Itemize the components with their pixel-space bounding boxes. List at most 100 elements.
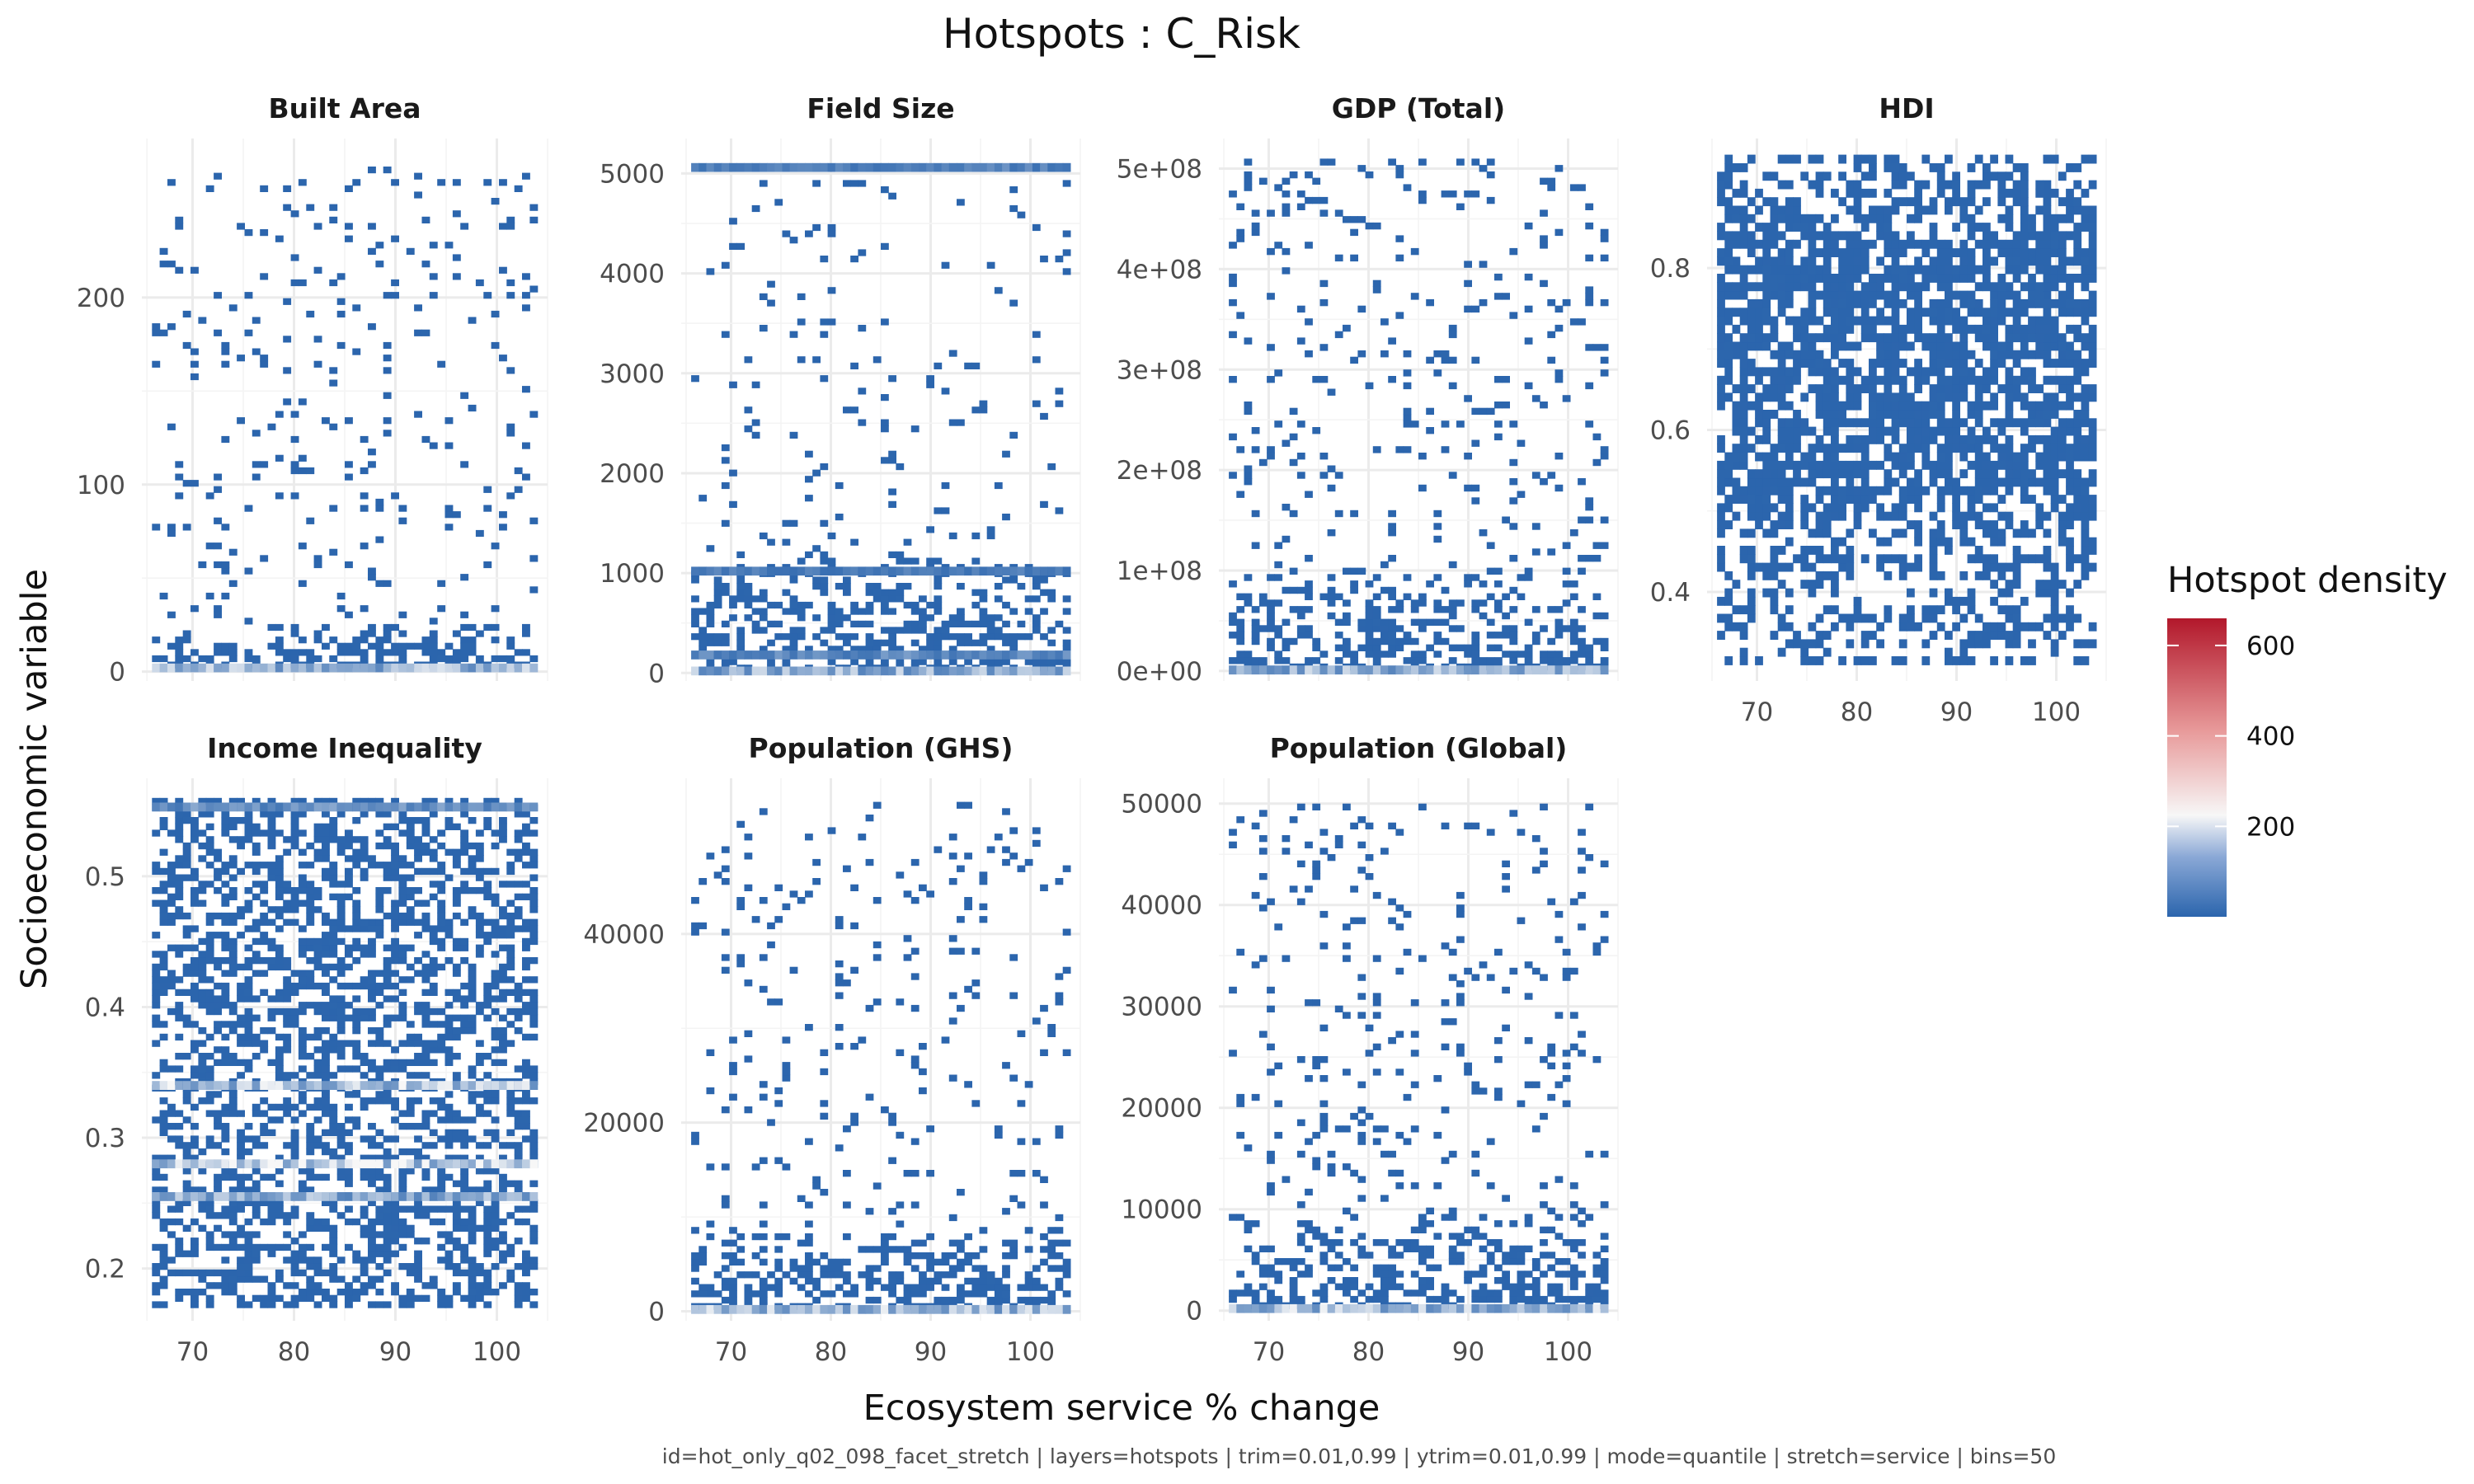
heatmap-cell (252, 1159, 261, 1169)
heatmap-cell (345, 855, 353, 862)
heatmap-cell (1494, 657, 1503, 665)
heatmap-cell (782, 658, 791, 665)
heatmap-cell (1876, 341, 1884, 351)
heatmap-cell (444, 511, 454, 519)
heatmap-cell (1732, 265, 1741, 275)
heatmap-cell (283, 336, 292, 343)
heatmap-cell (881, 658, 889, 665)
heatmap-cell (1739, 384, 1748, 393)
heatmap-cell (1898, 282, 1907, 292)
heatmap-cell (858, 162, 867, 172)
heatmap-cell (721, 331, 730, 338)
heatmap-cell (322, 1224, 330, 1232)
heatmap-cell (850, 646, 858, 653)
heatmap-cell (1578, 555, 1586, 562)
heatmap-cell (159, 1218, 168, 1226)
heatmap-cell (214, 957, 222, 965)
heatmap-cell (2020, 256, 2029, 266)
heatmap-cell (1717, 528, 1725, 538)
heatmap-cell (421, 329, 430, 336)
heatmap-cell (290, 817, 299, 824)
heatmap-cell (283, 1072, 292, 1079)
heatmap-cell (1838, 511, 1846, 521)
heatmap-cell (1793, 316, 1801, 326)
heatmap-cell (1569, 318, 1578, 326)
heatmap-cell (1967, 605, 1976, 615)
heatmap-cell (812, 545, 821, 552)
heatmap-cell (1002, 162, 1010, 172)
heatmap-cell (2050, 622, 2059, 632)
heatmap-cell (1952, 656, 1960, 665)
heatmap-cell (1898, 239, 1907, 249)
heatmap-cell (237, 906, 245, 913)
heatmap-cell (1959, 571, 1968, 580)
heatmap-cell (298, 951, 307, 958)
heatmap-cell (1974, 282, 1983, 292)
heatmap-cell (214, 663, 222, 673)
heatmap-cell (2066, 452, 2074, 462)
heatmap-cell (1876, 486, 1884, 495)
heatmap-cell (1403, 657, 1412, 665)
heatmap-cell (1755, 239, 1763, 249)
heatmap-cell (903, 627, 912, 634)
heatmap-cell (182, 1142, 191, 1149)
heatmap-cell (1952, 596, 1960, 606)
heatmap-cell (167, 1081, 176, 1090)
heatmap-cell (383, 392, 392, 399)
heatmap-cell (214, 542, 222, 550)
heatmap-cell (329, 823, 338, 830)
heatmap-cell (1002, 576, 1010, 584)
heatmap-cell (322, 1289, 330, 1296)
heatmap-cell (152, 524, 161, 531)
heatmap-cell (1426, 356, 1434, 364)
heatmap-cell (375, 797, 384, 805)
heatmap-cell (190, 957, 199, 965)
heatmap-cell (1562, 567, 1571, 575)
heatmap-cell (237, 982, 245, 990)
heatmap-cell (1884, 410, 1893, 419)
heatmap-cell (903, 566, 912, 576)
heatmap-cell (182, 810, 191, 818)
heatmap-cell (1982, 274, 1991, 283)
y-tick-label: 3e+08 (1117, 355, 1202, 385)
heatmap-cell (290, 989, 299, 996)
heatmap-cell (252, 1205, 261, 1213)
heatmap-cell (375, 1065, 384, 1073)
heatmap-cell (774, 162, 783, 172)
heatmap-cell (1327, 586, 1336, 594)
heatmap-cell (414, 304, 422, 312)
heatmap-cell (352, 1250, 361, 1257)
heatmap-cell (375, 1040, 384, 1047)
heatmap-cell (789, 608, 798, 615)
heatmap-cell (499, 655, 507, 663)
heatmap-cell (1305, 657, 1313, 665)
heatmap-cell (1967, 223, 1976, 232)
heatmap-cell (352, 982, 361, 990)
heatmap-cell (1945, 537, 1953, 547)
heatmap-cell (352, 937, 361, 946)
heatmap-cell (1009, 576, 1018, 584)
heatmap-cell (375, 1072, 384, 1079)
heatmap-cell (214, 1186, 222, 1194)
heatmap-cell (1343, 324, 1351, 332)
heatmap-cell (275, 1053, 284, 1060)
heatmap-cell (1891, 434, 1900, 444)
heatmap-cell (2035, 324, 2044, 334)
heatmap-cell (313, 982, 322, 990)
heatmap-cell (1770, 444, 1779, 453)
heatmap-cell (1853, 298, 1862, 308)
heatmap-cell (888, 595, 896, 603)
heatmap-cell (1838, 460, 1846, 470)
heatmap-cell (375, 1167, 384, 1175)
heatmap-cell (964, 566, 972, 576)
heatmap-cell (182, 341, 191, 350)
heatmap-cell (934, 595, 943, 603)
heatmap-cell (1936, 495, 1945, 504)
heatmap-cell (198, 989, 207, 996)
heatmap-cell (1846, 639, 1855, 649)
heatmap-cell (283, 1097, 292, 1105)
heatmap-cell (383, 367, 392, 374)
heatmap-cell (2088, 444, 2097, 453)
heatmap-cell (221, 899, 230, 907)
heatmap-cell (2088, 477, 2097, 487)
